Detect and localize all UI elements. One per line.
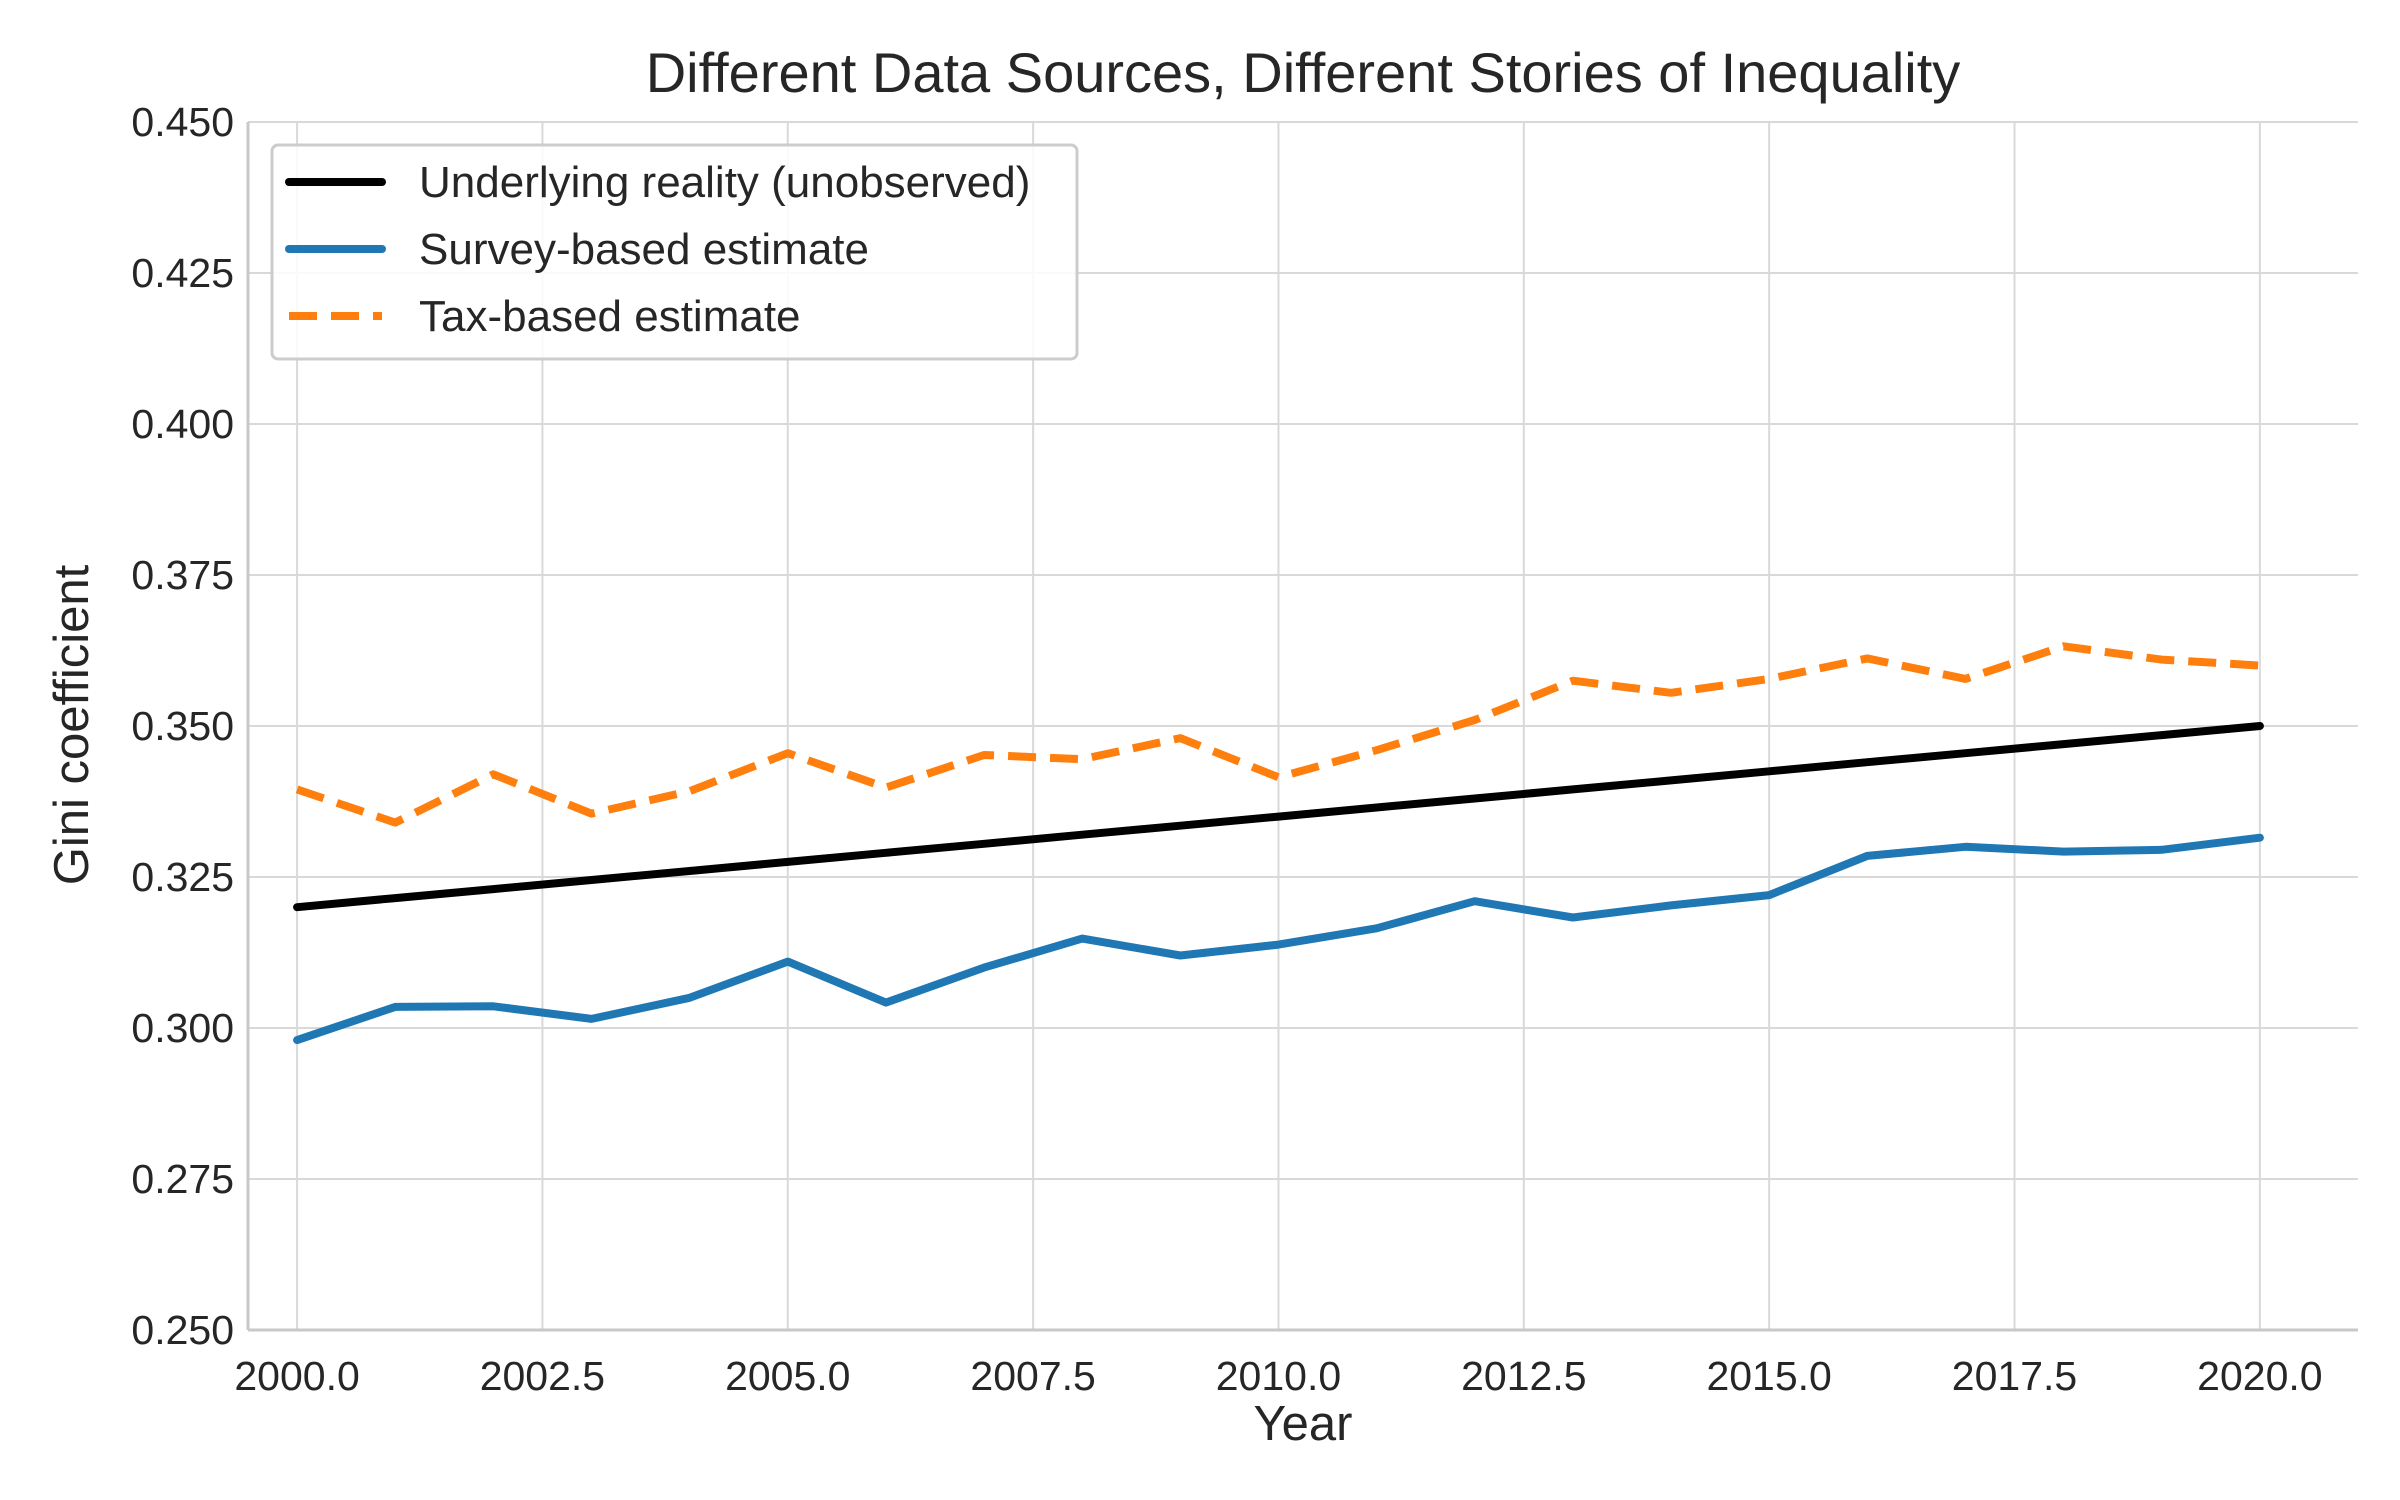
legend-label: Survey-based estimate	[419, 225, 869, 274]
y-tick-label: 0.275	[131, 1156, 234, 1202]
y-tick-label: 0.450	[131, 99, 234, 145]
y-tick-label: 0.400	[131, 401, 234, 447]
series-line-2	[293, 833, 2264, 1045]
x-tick-label: 2007.5	[970, 1353, 1095, 1399]
y-axis-label: Gini coefficient	[45, 564, 99, 885]
y-tick-label: 0.350	[131, 703, 234, 749]
y-tick-label: 0.325	[131, 854, 234, 900]
series-lines	[293, 642, 2264, 1045]
chart-title: Different Data Sources, Different Storie…	[646, 41, 1961, 104]
x-axis-label: Year	[1253, 1397, 1352, 1451]
y-tick-label: 0.250	[131, 1307, 234, 1353]
x-tick-label: 2017.5	[1952, 1353, 2077, 1399]
axes-spines	[246, 122, 2358, 1332]
y-tick-label: 0.300	[131, 1005, 234, 1051]
x-tick-label: 2005.0	[725, 1353, 850, 1399]
series-line-1	[293, 722, 2264, 912]
x-tick-label: 2015.0	[1706, 1353, 1831, 1399]
series-line-3	[295, 642, 2261, 827]
legend-label: Underlying reality (unobserved)	[419, 158, 1030, 207]
x-tick-label: 2010.0	[1216, 1353, 1341, 1399]
x-tick-label: 2020.0	[2197, 1353, 2322, 1399]
legend-label: Tax-based estimate	[419, 292, 801, 341]
y-tick-label: 0.375	[131, 552, 234, 598]
x-tick-label: 2012.5	[1461, 1353, 1586, 1399]
x-tick-label: 2000.0	[234, 1353, 359, 1399]
y-tick-label: 0.425	[131, 250, 234, 296]
x-tick-label: 2002.5	[480, 1353, 605, 1399]
legend: Underlying reality (unobserved) Survey-ba…	[270, 143, 1079, 361]
legend-box	[270, 143, 1079, 361]
tick-labels: 2000.0 2002.5 2005.0 2007.5 2010.0 2012.5 2015…	[131, 99, 2322, 1399]
